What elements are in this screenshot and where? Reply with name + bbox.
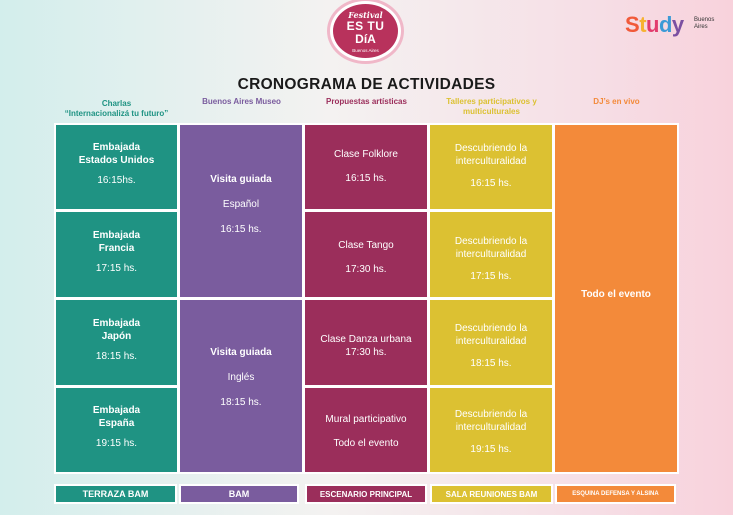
charla-cell: Embajada España 19:15 hs. [56,388,177,472]
charla-name-line1: Embajada [92,142,141,153]
museo-time: 18:15 hs. [220,397,262,408]
artistica-cell: Clase Tango 17:30 hs. [305,212,427,297]
column-header-djs-line1: DJ’s en vivo [593,97,640,106]
charla-name-line2: Francia [98,243,135,254]
study-logo-word: Study [625,12,684,38]
taller-time: 16:15 hs. [470,178,512,189]
column-header-talleres-line2: multiculturales [463,107,520,116]
museo-cell: Visita guiada Inglés 18:15 hs. [180,300,302,472]
museo-language: Español [222,199,260,210]
taller-activity-line1: Descubriendo la [454,409,528,420]
study-logo-letter: t [639,12,647,37]
charla-time: 17:15 hs. [95,263,138,274]
charla-name-line1: Embajada [92,230,141,241]
charla-name-line2: Estados Unidos [78,155,155,166]
study-city-line2: Aires [694,24,708,30]
logo-line2: DíA [355,32,376,46]
taller-activity-line2: interculturalidad [455,156,527,167]
charla-name-line1: Embajada [92,318,141,329]
charla-name-line1: Embajada [92,405,141,416]
logo-festival-text: Festival [348,10,383,20]
page-title: CRONOGRAMA DE ACTIVIDADES [237,76,496,93]
festival-logo: Festival ES TU DíA Buenos Aires [330,1,401,61]
charla-time: 16:15hs. [97,175,136,186]
column-header-museo: Buenos Aires Museo [179,97,304,121]
taller-activity-line2: interculturalidad [455,249,527,260]
taller-cell: Descubriendo la interculturalidad 18:15 … [430,300,552,385]
dj-cell: Todo el evento [555,125,677,472]
study-logo-letter: y [671,12,684,37]
charla-time: 19:15 hs. [95,438,138,449]
charla-name-line2: Japón [101,331,132,342]
taller-cell: Descubriendo la interculturalidad 19:15 … [430,388,552,472]
taller-cell: Descubriendo la interculturalidad 16:15 … [430,125,552,209]
location-label-esquina: ESQUINA DEFENSA Y ALSINA [555,484,676,504]
museo-language: Inglés [227,372,255,383]
location-label-escenario: ESCENARIO PRINCIPAL [305,484,427,504]
study-city-line1: Buenos [694,17,715,23]
study-logo-letter: u [646,12,659,37]
artistica-activity: Clase Folklore [334,149,398,160]
column-header-talleres: Talleres participativos y multiculturale… [429,97,554,121]
logo-line1: ES TU [346,19,385,33]
artistica-time: 17:30 hs. [345,264,387,275]
study-logo-letter: d [658,12,672,37]
charla-cell: Embajada Japón 18:15 hs. [56,300,177,385]
column-header-talleres-line1: Talleres participativos y [446,97,537,106]
taller-time: 19:15 hs. [470,444,512,455]
taller-time: 18:15 hs. [470,358,512,369]
study-logo-letter: S [625,12,640,37]
taller-cell: Descubriendo la interculturalidad 17:15 … [430,212,552,297]
taller-activity-line1: Descubriendo la [454,143,528,154]
artistica-time: Todo el evento [333,438,399,449]
artistica-cell: Clase Danza urbana 17:30 hs. [305,300,427,385]
location-label-terraza: TERRAZA BAM [54,484,177,504]
column-header-charlas-line1: Charlas [101,99,132,108]
column-header-artisticas: Propuestas artísticas [304,97,429,121]
museo-cell: Visita guiada Español 16:15 hs. [180,125,302,297]
museo-time: 16:15 hs. [220,224,262,235]
logo-city: Buenos Aires [352,48,379,53]
artistica-time: 16:15 hs. [345,173,387,184]
column-header-artisticas-line1: Propuestas artísticas [326,97,407,106]
column-header-djs: DJ’s en vivo [554,97,679,121]
charla-name-line2: España [98,418,135,429]
artistica-cell: Clase Folklore 16:15 hs. [305,125,427,209]
artistica-time: 17:30 hs. [345,347,387,358]
artistica-cell: Mural participativo Todo el evento [305,388,427,472]
location-label-bam: BAM [179,484,299,504]
taller-activity-line1: Descubriendo la [454,236,528,247]
location-label-sala: SALA REUNIONES BAM [430,484,553,504]
museo-activity: Visita guiada [210,174,272,185]
taller-time: 17:15 hs. [470,271,512,282]
taller-activity-line2: interculturalidad [455,336,527,347]
taller-activity-line1: Descubriendo la [454,323,528,334]
column-header-charlas-line2: “Internacionalizá tu futuro” [64,109,169,118]
artistica-activity: Clase Danza urbana [320,334,412,345]
charla-time: 18:15 hs. [95,351,138,362]
artistica-activity: Mural participativo [325,414,407,425]
artistica-activity: Clase Tango [338,240,394,251]
charla-cell: Embajada Estados Unidos 16:15hs. [56,125,177,209]
study-logo-city: Buenos Aires [694,17,714,31]
column-header-charlas: Charlas “Internacionalizá tu futuro” [54,97,179,121]
museo-activity: Visita guiada [210,347,272,358]
schedule-grid: Embajada Estados Unidos 16:15hs. Embajad… [54,123,679,474]
column-header-museo-line1: Buenos Aires Museo [202,97,281,106]
dj-activity: Todo el evento [581,289,651,300]
charla-cell: Embajada Francia 17:15 hs. [56,212,177,297]
taller-activity-line2: interculturalidad [455,422,527,433]
